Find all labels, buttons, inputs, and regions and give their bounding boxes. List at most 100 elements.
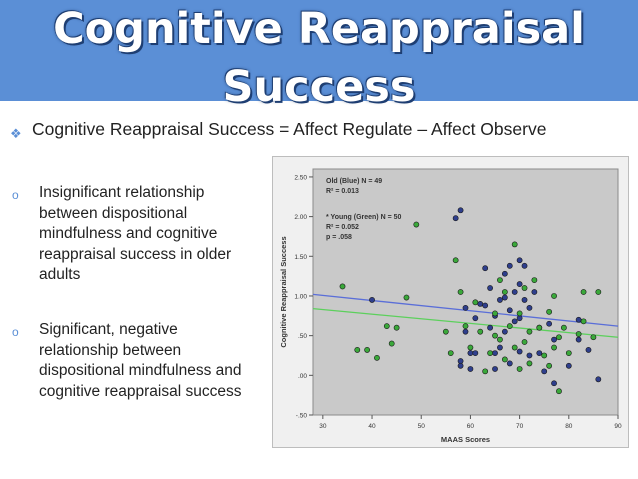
x-tick-label: 80 [565,423,573,430]
data-point-old [482,265,489,272]
data-point-young [388,340,395,347]
data-point-young [521,339,528,345]
data-point-old [457,207,464,214]
y-tick-label: 2.50 [294,174,307,181]
circle-bullet-icon: o [12,325,19,339]
title-line-2: Success [222,62,416,112]
data-point-young [506,323,513,330]
data-point-young [457,289,464,295]
data-point-young [556,388,562,395]
data-point-old [472,350,479,357]
title-line-1: Cognitive Reappraisal [53,4,585,54]
y-tick-label: -.50 [296,413,308,420]
data-point-young [403,294,410,301]
y-tick-label: .00 [298,373,307,380]
y-tick-label: 1.00 [294,293,307,300]
data-point-young [560,324,567,331]
data-point-young [497,336,503,343]
data-point-young [531,277,538,283]
data-point-young [551,293,557,299]
data-point-old [369,297,375,303]
data-point-old [521,297,528,303]
data-point-young [492,332,498,339]
data-point-young [452,257,459,264]
data-point-old [526,352,533,359]
data-point-young [556,334,562,341]
data-point-young [551,344,557,351]
annotation-young: p = .058 [326,234,352,241]
data-point-young [447,350,454,357]
data-point-old [551,336,557,343]
data-point-old [526,304,533,311]
y-tick-label: 2.00 [294,214,307,221]
annotation-old: Old (Blue) N = 49 [326,178,382,185]
data-point-old [575,336,582,343]
data-point-old [531,289,538,295]
data-point-young [590,334,597,341]
data-point-old [492,366,498,372]
data-point-young [526,360,533,367]
data-point-old [497,344,503,351]
scatter-plot-svg: 30 40 50 60 70 80 90 -.50 .00 .50 1.00 1.50 2.00 2.50… [279,168,622,444]
data-point-old [521,262,528,269]
data-point-young [354,347,361,353]
data-point-young [492,310,498,317]
data-point-old [516,315,523,322]
x-tick-label: 90 [614,423,622,430]
data-point-young [565,350,572,357]
data-point-old [516,281,523,287]
data-point-old [506,360,513,367]
data-point-old [506,262,513,269]
data-point-young [339,283,346,290]
data-point-old [501,294,508,301]
data-point-old [575,316,582,323]
annotation-young: * Young (Green) N = 50 [326,214,402,221]
data-point-old [497,297,503,303]
data-point-old [551,380,557,387]
data-point-young [482,368,489,375]
plot-area [312,168,619,416]
data-point-young [536,324,543,331]
data-point-young [467,344,474,351]
data-point-old [467,366,474,372]
data-point-young [516,366,523,372]
annotation-young: R² = 0.052 [326,224,359,231]
data-point-young [364,347,371,353]
data-point-old [501,270,508,277]
sub-bullet-1-text: Insignificant relationship between dispo… [39,184,232,283]
sub-bullet-2: o Significant, negative relationship bet… [12,320,257,402]
data-point-old [516,257,523,264]
x-axis-label: MAAS Scores [441,435,490,444]
data-point-young [393,324,400,331]
data-point-old [511,289,518,295]
data-point-young [442,328,449,335]
main-bullet: ❖ Cognitive Reappraisal Success = Affect… [10,118,610,141]
data-point-old [462,304,469,311]
data-point-young [521,285,528,291]
data-point-young [487,350,493,357]
data-point-young [516,310,523,317]
x-tick-label: 60 [467,423,475,430]
data-point-old [487,285,493,291]
data-point-old [462,328,469,335]
data-point-old [541,368,548,375]
data-point-old [506,307,513,314]
bullet-icon: ❖ [10,126,22,141]
data-point-young [497,277,503,283]
y-tick-label: 1.50 [294,254,307,261]
slide-title: Cognitive Reappraisal Success [0,0,638,116]
data-point-young [580,289,587,295]
data-point-old [516,348,523,355]
x-tick-label: 30 [319,423,327,430]
data-point-young [580,318,587,325]
data-point-old [452,215,459,222]
data-point-old [457,362,464,369]
data-point-young [374,354,380,361]
data-point-young [477,328,484,335]
data-point-young [472,299,479,306]
data-point-old [595,376,602,383]
data-point-young [501,289,508,295]
scatter-chart: 30 40 50 60 70 80 90 -.50 .00 .50 1.00 1.50 2.00 2.50… [272,156,629,448]
sub-bullet-1: o Insignificant relationship between dis… [12,183,257,286]
data-point-old [457,358,464,364]
